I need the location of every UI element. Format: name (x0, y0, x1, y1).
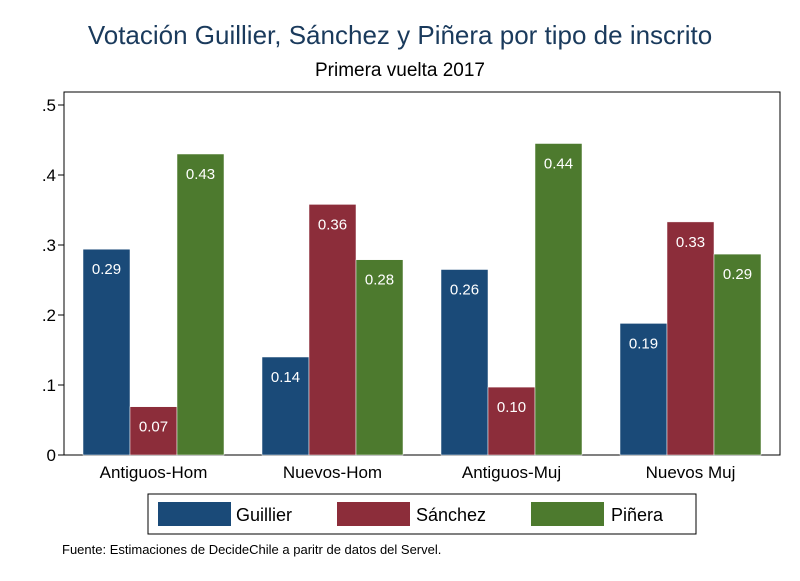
bar-value-label: 0.44 (544, 156, 573, 173)
legend-label: Piñera (611, 505, 664, 525)
bar-guillier (619, 323, 668, 456)
x-tick-label: Antiguos-Muj (462, 463, 561, 482)
legend-label: Sánchez (416, 505, 486, 525)
bar-value-label: 0.10 (497, 399, 526, 416)
y-tick-label: 0 (47, 446, 56, 465)
y-tick-label: .3 (42, 236, 56, 255)
x-tick-label: Nuevos-Hom (283, 463, 382, 482)
bar-value-label: 0.19 (629, 335, 658, 352)
y-tick-label: .4 (42, 166, 56, 185)
legend-swatch-guillier (158, 502, 231, 526)
bar-value-label: 0.36 (318, 216, 347, 233)
bar-piñera (176, 153, 225, 456)
bar-value-label: 0.07 (139, 419, 168, 436)
x-tick-label: Nuevos Muj (646, 463, 736, 482)
chart-subtitle: Primera vuelta 2017 (314, 60, 486, 81)
bar-value-label: 0.43 (186, 166, 215, 183)
source-note: Fuente: Estimaciones de DecideChile a pa… (62, 542, 442, 557)
chart-title: Votación Guillier, Sánchez y Piñera por … (87, 20, 713, 50)
bar-value-label: 0.33 (676, 234, 705, 251)
bar-sánchez (666, 221, 715, 456)
bar-value-label: 0.14 (271, 369, 300, 386)
bar-value-label: 0.28 (365, 272, 394, 289)
y-tick-label: .1 (42, 376, 56, 395)
bar-piñera (534, 143, 583, 456)
bar-value-label: 0.29 (92, 261, 121, 278)
x-tick-label: Antiguos-Hom (100, 463, 208, 482)
bar-piñera (355, 259, 404, 456)
bar-guillier (82, 248, 131, 456)
legend-box (147, 493, 697, 535)
legend-swatch-sánchez (337, 502, 410, 526)
legend-swatch-piñera (531, 502, 604, 526)
y-tick-label: .5 (42, 96, 56, 115)
bar-value-label: 0.29 (723, 266, 752, 283)
y-tick-label: .2 (42, 306, 56, 325)
bar-guillier (440, 269, 489, 456)
bar-sánchez (129, 406, 178, 456)
bar-piñera (713, 253, 762, 456)
legend-label: Guillier (236, 505, 292, 525)
bar-sánchez (308, 204, 357, 456)
bar-value-label: 0.26 (450, 282, 479, 299)
bar-sánchez (487, 386, 536, 456)
